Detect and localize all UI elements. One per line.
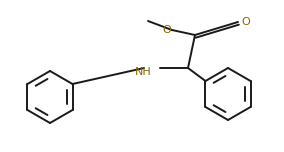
Text: O: O <box>241 17 250 27</box>
Text: NH: NH <box>135 67 152 77</box>
Text: O: O <box>162 25 171 35</box>
